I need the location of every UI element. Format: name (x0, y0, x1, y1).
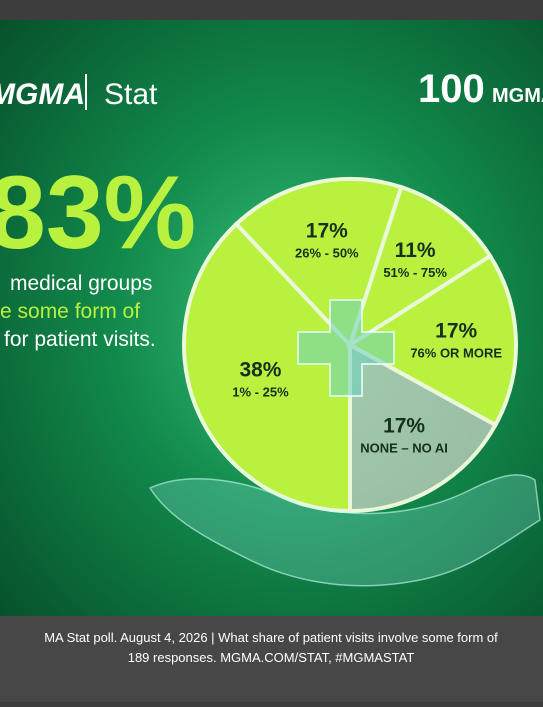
slice-category-label: NONE – NO AI (360, 440, 448, 455)
subtitle-line: e some form of (0, 300, 140, 323)
subtitle-line: for patient visits. (4, 328, 156, 351)
slice-value-label: 38% (239, 358, 281, 381)
slice-category-label: 26% - 50% (295, 245, 359, 260)
logo-right-text: MGMA (492, 85, 543, 107)
pie-slice (348, 341, 499, 514)
slice-value-label: 17% (383, 414, 425, 437)
pie-slice (346, 184, 493, 350)
logo-left: MGMA (0, 78, 85, 111)
hand (148, 474, 541, 587)
subtitle-line: medical groups (10, 272, 152, 295)
slice-category-label: 76% OR MORE (410, 346, 502, 361)
footer-strip (0, 616, 543, 702)
slice-value-label: 11% (395, 239, 436, 262)
pie-slice (346, 253, 518, 428)
plus-icon (297, 299, 395, 397)
pie-slice (182, 221, 352, 514)
logo-stat: Stat (104, 78, 158, 111)
slice-value-label: 17% (306, 219, 348, 242)
top-strip (0, 0, 543, 20)
headline: 83% (0, 155, 196, 271)
slice-category-label: 1% - 25% (232, 384, 289, 399)
footer-line: 189 responses. MGMA.COM/STAT, #MGMASTAT (128, 650, 415, 665)
slice-category-label: 51% - 75% (383, 265, 447, 280)
logo-right-num: 100 (418, 67, 485, 111)
slice-value-label: 17% (435, 320, 477, 343)
footer-line: MA Stat poll. August 4, 2026 | What shar… (44, 630, 498, 645)
